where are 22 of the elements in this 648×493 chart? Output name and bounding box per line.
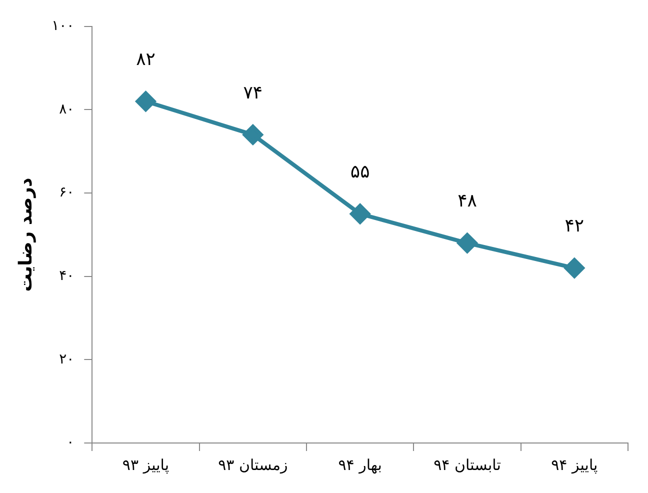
y-tick-label: ۶۰ (59, 184, 74, 201)
data-label: ۵۵ (350, 162, 370, 183)
y-tick-label: ۸۰ (59, 101, 74, 118)
x-tick-label: پاییز ۹۴ (551, 456, 598, 474)
point (350, 204, 370, 224)
data-label: ۴۸ (458, 190, 478, 212)
y-tick-label: ۱۰۰ (52, 18, 74, 34)
y-tick-label: ۲۰ (59, 351, 74, 368)
x-tick-label: تابستان ۹۴ (434, 456, 501, 474)
point (564, 258, 584, 278)
data-label: ۷۴ (243, 82, 263, 104)
data-label: ۸۲ (136, 49, 156, 70)
y-tick-label: ۴۰ (59, 268, 74, 284)
point (457, 233, 478, 254)
data-label: ۴۲ (564, 216, 584, 237)
point (136, 91, 156, 112)
x-tick-label: زمستان ۹۳ (218, 456, 288, 474)
y-axis-title: درصد رضایت (15, 178, 36, 292)
point (242, 124, 263, 145)
x-tick-label: پاییز ۹۳ (122, 456, 170, 474)
y-tick-label: ۰ (66, 434, 74, 451)
x-tick-label: بهار ۹۴ (338, 456, 382, 474)
